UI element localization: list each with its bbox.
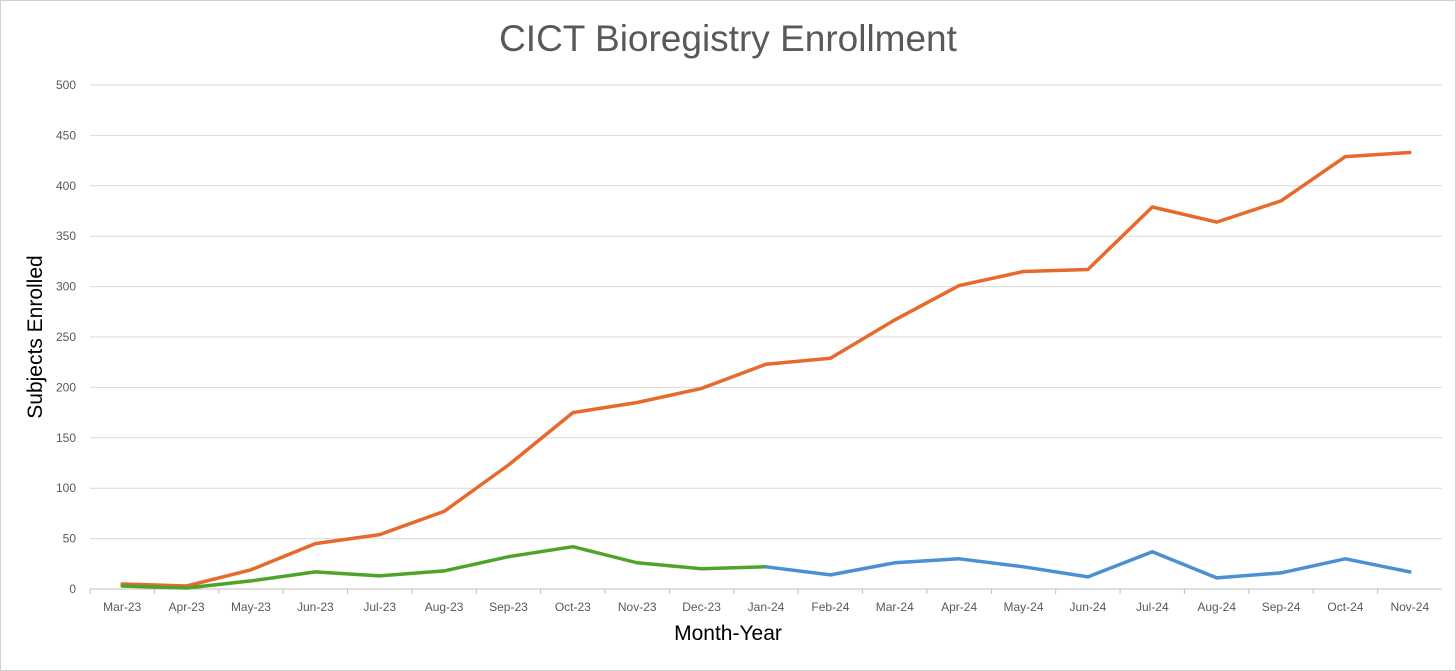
x-tick-label: Feb-24 bbox=[811, 600, 849, 614]
y-tick-label: 300 bbox=[56, 280, 76, 294]
y-tick-label: 50 bbox=[63, 532, 77, 546]
x-tick-label: Nov-23 bbox=[618, 600, 657, 614]
y-tick-label: 0 bbox=[69, 582, 76, 596]
y-tick-label: 100 bbox=[56, 481, 76, 495]
y-tick-label: 500 bbox=[56, 78, 76, 92]
x-tick-label: Jan-24 bbox=[748, 600, 785, 614]
y-tick-labels: 0 50 100 150 200 250 300 350 400 450 500 bbox=[56, 78, 76, 596]
x-tick-label: Apr-24 bbox=[941, 600, 977, 614]
x-tick-label: Jul-24 bbox=[1136, 600, 1169, 614]
y-tick-label: 150 bbox=[56, 431, 76, 445]
x-tick-label: Mar-24 bbox=[876, 600, 914, 614]
x-tick-label: Oct-23 bbox=[555, 600, 591, 614]
chart-title: CICT Bioregistry Enrollment bbox=[499, 18, 957, 59]
x-tick-label: Sep-23 bbox=[489, 600, 528, 614]
series-lines bbox=[120, 150, 1412, 590]
x-tick-label: Oct-24 bbox=[1327, 600, 1363, 614]
x-axis-label: Month-Year bbox=[674, 622, 782, 645]
x-tick-label: Mar-23 bbox=[103, 600, 141, 614]
series-line-1 bbox=[120, 544, 768, 590]
x-tick-label: Dec-23 bbox=[682, 600, 721, 614]
x-tick-label: Nov-24 bbox=[1390, 600, 1429, 614]
x-tick-label: Jun-24 bbox=[1070, 600, 1107, 614]
y-tick-label: 400 bbox=[56, 179, 76, 193]
gridlines bbox=[90, 84, 1442, 590]
x-tick-label: Jun-23 bbox=[297, 600, 334, 614]
y-tick-label: 200 bbox=[56, 380, 76, 394]
y-tick-label: 350 bbox=[56, 229, 76, 243]
x-tick-label: May-24 bbox=[1004, 600, 1044, 614]
x-tick-label: Jul-23 bbox=[363, 600, 396, 614]
y-tick-label: 250 bbox=[56, 330, 76, 344]
series-line-2 bbox=[764, 549, 1412, 580]
x-tick-label: Aug-23 bbox=[425, 600, 464, 614]
series-line-0 bbox=[120, 150, 1412, 588]
y-tick-label: 450 bbox=[56, 128, 76, 142]
x-tick-label: May-23 bbox=[231, 600, 271, 614]
x-tick-labels: Mar-23 Apr-23 May-23 Jun-23 Jul-23 Aug-23 Sep-… bbox=[89, 589, 1429, 614]
x-tick-label: Aug-24 bbox=[1197, 600, 1236, 614]
x-tick-label: Sep-24 bbox=[1262, 600, 1301, 614]
x-tick-label: Apr-23 bbox=[169, 600, 205, 614]
